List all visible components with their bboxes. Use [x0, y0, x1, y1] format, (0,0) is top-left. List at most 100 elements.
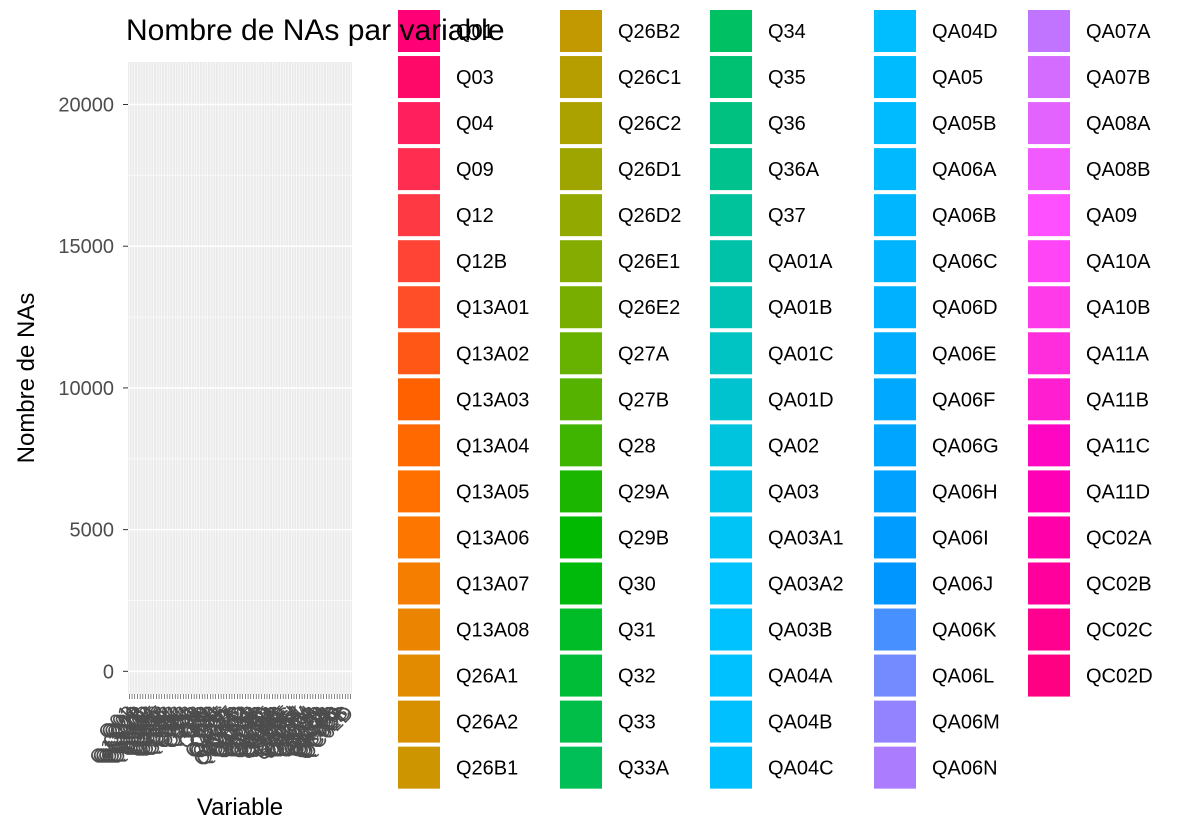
- legend-label: QA03A2: [768, 573, 844, 595]
- legend-label: Q13A01: [456, 297, 529, 319]
- legend-key: [874, 240, 916, 283]
- legend-key: [710, 148, 752, 191]
- legend-label: Q27A: [618, 343, 670, 365]
- legend-label: QA01B: [768, 297, 832, 319]
- legend-label: QA01A: [768, 251, 833, 273]
- legend-key: [398, 102, 440, 145]
- legend-label: QA06J: [932, 573, 993, 595]
- legend-label: Q13A02: [456, 343, 529, 365]
- legend-label: QC02C: [1086, 620, 1153, 642]
- legend-key: [560, 424, 602, 467]
- legend-label: Q30: [618, 573, 656, 595]
- legend-label: QA04C: [768, 758, 834, 780]
- legend-key: [398, 746, 440, 789]
- legend-key: [874, 332, 916, 375]
- legend-key: [398, 470, 440, 513]
- y-axis-title: Nombre de NAs: [13, 293, 40, 464]
- legend-key: [874, 654, 916, 697]
- legend-key: [398, 148, 440, 191]
- legend-label: QA03A1: [768, 527, 844, 549]
- legend-key: [710, 56, 752, 99]
- y-tick-label: 0: [103, 661, 114, 683]
- legend-label: QA11C: [1086, 435, 1150, 457]
- legend-label: QA11B: [1086, 389, 1149, 411]
- legend-key: [710, 286, 752, 329]
- legend-key: [710, 562, 752, 605]
- legend-key: [874, 562, 916, 605]
- legend-key: [874, 424, 916, 467]
- legend-label: Q36A: [768, 159, 820, 181]
- legend-key: [1028, 608, 1070, 651]
- legend-key: [874, 470, 916, 513]
- legend-key: [710, 470, 752, 513]
- legend-label: Q26D2: [618, 205, 681, 227]
- legend-key: [874, 746, 916, 789]
- legend-label: Q26C1: [618, 67, 681, 89]
- legend-key: [1028, 10, 1070, 52]
- legend-key: [874, 700, 916, 743]
- legend-label: QA06G: [932, 435, 999, 457]
- legend-key: [874, 148, 916, 191]
- legend-key: [560, 56, 602, 99]
- legend-key: [560, 240, 602, 283]
- x-axis-ticks: Q01Q03Q04Q09Q12Q12BQ13A01Q13A02Q13A03Q13…: [86, 694, 358, 771]
- legend-key: [710, 378, 752, 421]
- legend-key: [1028, 148, 1070, 191]
- legend-key: [398, 700, 440, 743]
- legend-label: Q26E2: [618, 297, 680, 319]
- legend-key: [1028, 56, 1070, 99]
- legend-key: [560, 286, 602, 329]
- legend-label: Q01: [456, 21, 494, 43]
- legend-key: [560, 378, 602, 421]
- legend-label: QA03B: [768, 620, 832, 642]
- legend-label: QA08A: [1086, 113, 1151, 135]
- legend-label: QA06N: [932, 758, 998, 780]
- legend-label: QA06D: [932, 297, 998, 319]
- legend-key: [1028, 286, 1070, 329]
- legend-key: [1028, 332, 1070, 375]
- legend: Q01 Q03 Q04 Q09 Q12 Q12B Q13A01 Q13A02 Q13A03 Q13…: [398, 10, 1153, 789]
- legend-label: QA10B: [1086, 297, 1150, 319]
- legend-label: Q04: [456, 113, 494, 135]
- legend-label: Q09: [456, 159, 494, 181]
- legend-label: Q33A: [618, 758, 670, 780]
- legend-label: Q12: [456, 205, 494, 227]
- legend-key: [560, 148, 602, 191]
- legend-label: Q32: [618, 666, 656, 688]
- legend-label: QC02D: [1086, 666, 1153, 688]
- legend-label: Q26B2: [618, 21, 680, 43]
- legend-key: [398, 240, 440, 283]
- legend-label: QA09: [1086, 205, 1137, 227]
- legend-key: [398, 194, 440, 237]
- legend-key: [710, 194, 752, 237]
- legend-label: Q26A2: [456, 712, 518, 734]
- legend-key: [1028, 562, 1070, 605]
- legend-label: QA06A: [932, 159, 997, 181]
- chart-title: Nombre de NAs par variable: [126, 14, 505, 47]
- legend-label: Q26C2: [618, 113, 681, 135]
- legend-label: Q29A: [618, 481, 670, 503]
- legend-key: [1028, 194, 1070, 237]
- legend-label: Q26D1: [618, 159, 681, 181]
- legend-label: QA06B: [932, 205, 996, 227]
- legend-label: Q26B1: [456, 758, 518, 780]
- legend-key: [874, 56, 916, 99]
- legend-key: [874, 102, 916, 145]
- legend-key: [874, 378, 916, 421]
- legend-key: [710, 424, 752, 467]
- legend-key: [560, 470, 602, 513]
- legend-label: QA11A: [1086, 343, 1150, 365]
- legend-label: QA07B: [1086, 67, 1150, 89]
- legend-key: [874, 194, 916, 237]
- legend-label: Q13A06: [456, 527, 529, 549]
- legend-label: Q35: [768, 67, 806, 89]
- legend-label: QA01D: [768, 389, 834, 411]
- x-axis-title: Variable: [197, 794, 283, 821]
- legend-label: QA01C: [768, 343, 834, 365]
- legend-key: [560, 10, 602, 52]
- gridlines: [128, 62, 352, 694]
- legend-label: QA04D: [932, 21, 998, 43]
- legend-label: QA07A: [1086, 21, 1151, 43]
- legend-label: QA04B: [768, 712, 832, 734]
